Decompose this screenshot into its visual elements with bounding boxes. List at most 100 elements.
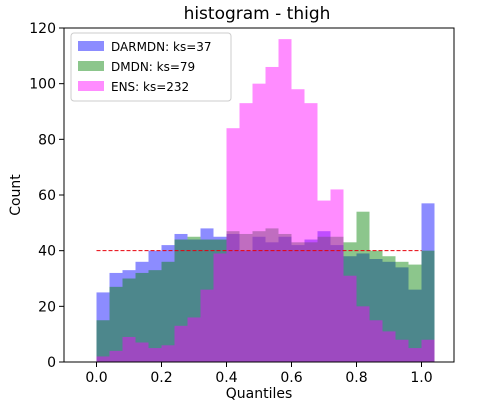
bar-series-1-bin-7: [174, 233, 188, 362]
bar-series-3-bin-1: [96, 356, 110, 362]
x-axis-ticks: 0.0 0.2 0.4 0.6 0.8 1.0: [85, 362, 433, 386]
bar-series-2-bin-1: [96, 320, 110, 362]
bar-series-3-bin-13: [252, 83, 266, 363]
x-tick-label: 0.4: [215, 370, 237, 386]
x-tick-label: 0.0: [85, 370, 107, 386]
bar-series-1-bin-3: [122, 270, 136, 362]
bar-series-3-bin-2: [109, 350, 123, 362]
bar-series-3-bin-23: [382, 331, 396, 362]
bar-series-3-bin-7: [174, 325, 188, 362]
bar-series-1-bin-6: [161, 245, 175, 362]
bar-series-2-bin-21: [356, 211, 370, 362]
bar-series-2-bin-12: [239, 233, 253, 362]
bar-series-2-bin-19: [330, 236, 344, 362]
histogram-bars: [96, 39, 435, 363]
bar-series-1-bin-23: [382, 261, 396, 362]
x-tick-label: 1.0: [410, 370, 432, 386]
bar-series-1-bin-14: [265, 242, 279, 362]
bar-series-1-bin-15: [278, 236, 292, 362]
bar-series-2-bin-2: [109, 286, 123, 362]
legend-entry: ENS: ks=232: [111, 80, 189, 94]
y-axis-ticks: 0 20 40 60 80 100 120: [29, 21, 64, 371]
y-tick-label: 20: [38, 299, 56, 315]
bar-series-3-bin-19: [330, 189, 344, 362]
bar-series-3-bin-8: [187, 317, 201, 362]
bar-series-1-bin-1: [96, 292, 110, 362]
bar-series-2-bin-18: [317, 236, 331, 362]
bar-series-1-bin-11: [226, 233, 240, 362]
bar-series-2-bin-26: [421, 250, 435, 362]
x-tick-label: 0.2: [150, 370, 172, 386]
chart-title: histogram - thigh: [184, 4, 331, 24]
y-tick-label: 100: [29, 77, 56, 93]
bar-series-1-bin-16: [291, 245, 305, 362]
bar-series-2-bin-17: [304, 242, 318, 362]
series-2-bars: [96, 211, 435, 362]
series-3-bars: [96, 39, 435, 363]
x-axis-label: Quantiles: [226, 386, 293, 402]
bar-series-1-bin-26: [421, 203, 435, 362]
bar-series-2-bin-20: [343, 242, 357, 362]
bar-series-2-bin-5: [148, 270, 162, 362]
bar-series-3-bin-22: [369, 320, 383, 362]
bar-series-1-bin-18: [317, 231, 331, 362]
y-tick-label: 60: [38, 188, 56, 204]
bar-series-2-bin-11: [226, 231, 240, 362]
legend-swatch: [78, 61, 104, 71]
bar-series-2-bin-3: [122, 278, 136, 362]
bar-series-1-bin-25: [408, 289, 422, 362]
bar-series-2-bin-13: [252, 231, 266, 362]
bar-series-1-bin-24: [395, 267, 409, 362]
y-tick-label: 80: [38, 132, 56, 148]
bar-series-2-bin-4: [135, 272, 149, 362]
bar-series-1-bin-8: [187, 239, 201, 362]
bar-series-3-bin-25: [408, 348, 422, 362]
legend-entry: DARMDN: ks=37: [111, 40, 212, 54]
y-tick-label: 40: [38, 244, 56, 260]
legend-box: [70, 32, 232, 102]
legend-entry: DMDN: ks=79: [111, 60, 195, 74]
bar-series-3-bin-16: [291, 89, 305, 362]
y-axis-label: Count: [8, 174, 24, 216]
bar-series-1-bin-21: [356, 253, 370, 362]
bar-series-2-bin-8: [187, 236, 201, 362]
bar-series-3-bin-26: [421, 339, 435, 362]
bar-series-3-bin-5: [148, 348, 162, 362]
bar-series-3-bin-24: [395, 339, 409, 362]
bar-series-3-bin-14: [265, 66, 279, 362]
bar-series-3-bin-9: [200, 289, 214, 362]
y-tick-label: 120: [29, 21, 56, 37]
bar-series-2-bin-15: [278, 233, 292, 362]
bar-series-3-bin-12: [239, 103, 253, 363]
bar-series-3-bin-10: [213, 253, 227, 362]
series-1-bars: [96, 203, 435, 362]
bar-series-3-bin-4: [135, 342, 149, 362]
bar-series-1-bin-17: [304, 239, 318, 362]
bar-series-2-bin-6: [161, 261, 175, 362]
bar-series-3-bin-3: [122, 336, 136, 362]
bar-series-1-bin-12: [239, 250, 253, 362]
bar-series-2-bin-10: [213, 239, 227, 362]
bar-series-3-bin-17: [304, 103, 318, 363]
bar-series-2-bin-25: [408, 264, 422, 362]
bar-series-1-bin-22: [369, 259, 383, 362]
bar-series-3-bin-11: [226, 128, 240, 362]
bar-series-3-bin-15: [278, 39, 292, 363]
bar-series-1-bin-13: [252, 236, 266, 362]
bar-series-1-bin-19: [330, 245, 344, 362]
legend-swatch: [78, 81, 104, 91]
x-tick-label: 0.8: [345, 370, 367, 386]
bar-series-2-bin-23: [382, 256, 396, 362]
bar-series-3-bin-21: [356, 306, 370, 362]
bar-series-2-bin-9: [200, 239, 214, 362]
bar-series-2-bin-24: [395, 261, 409, 362]
bar-series-1-bin-4: [135, 261, 149, 362]
bar-series-2-bin-14: [265, 228, 279, 362]
bar-series-3-bin-20: [343, 275, 357, 362]
bar-series-2-bin-16: [291, 242, 305, 362]
bar-series-3-bin-6: [161, 345, 175, 362]
legend: DARMDN: ks=37 DMDN: ks=79 ENS: ks=232: [70, 32, 232, 102]
bar-series-1-bin-9: [200, 228, 214, 362]
y-tick-label: 0: [47, 355, 56, 371]
